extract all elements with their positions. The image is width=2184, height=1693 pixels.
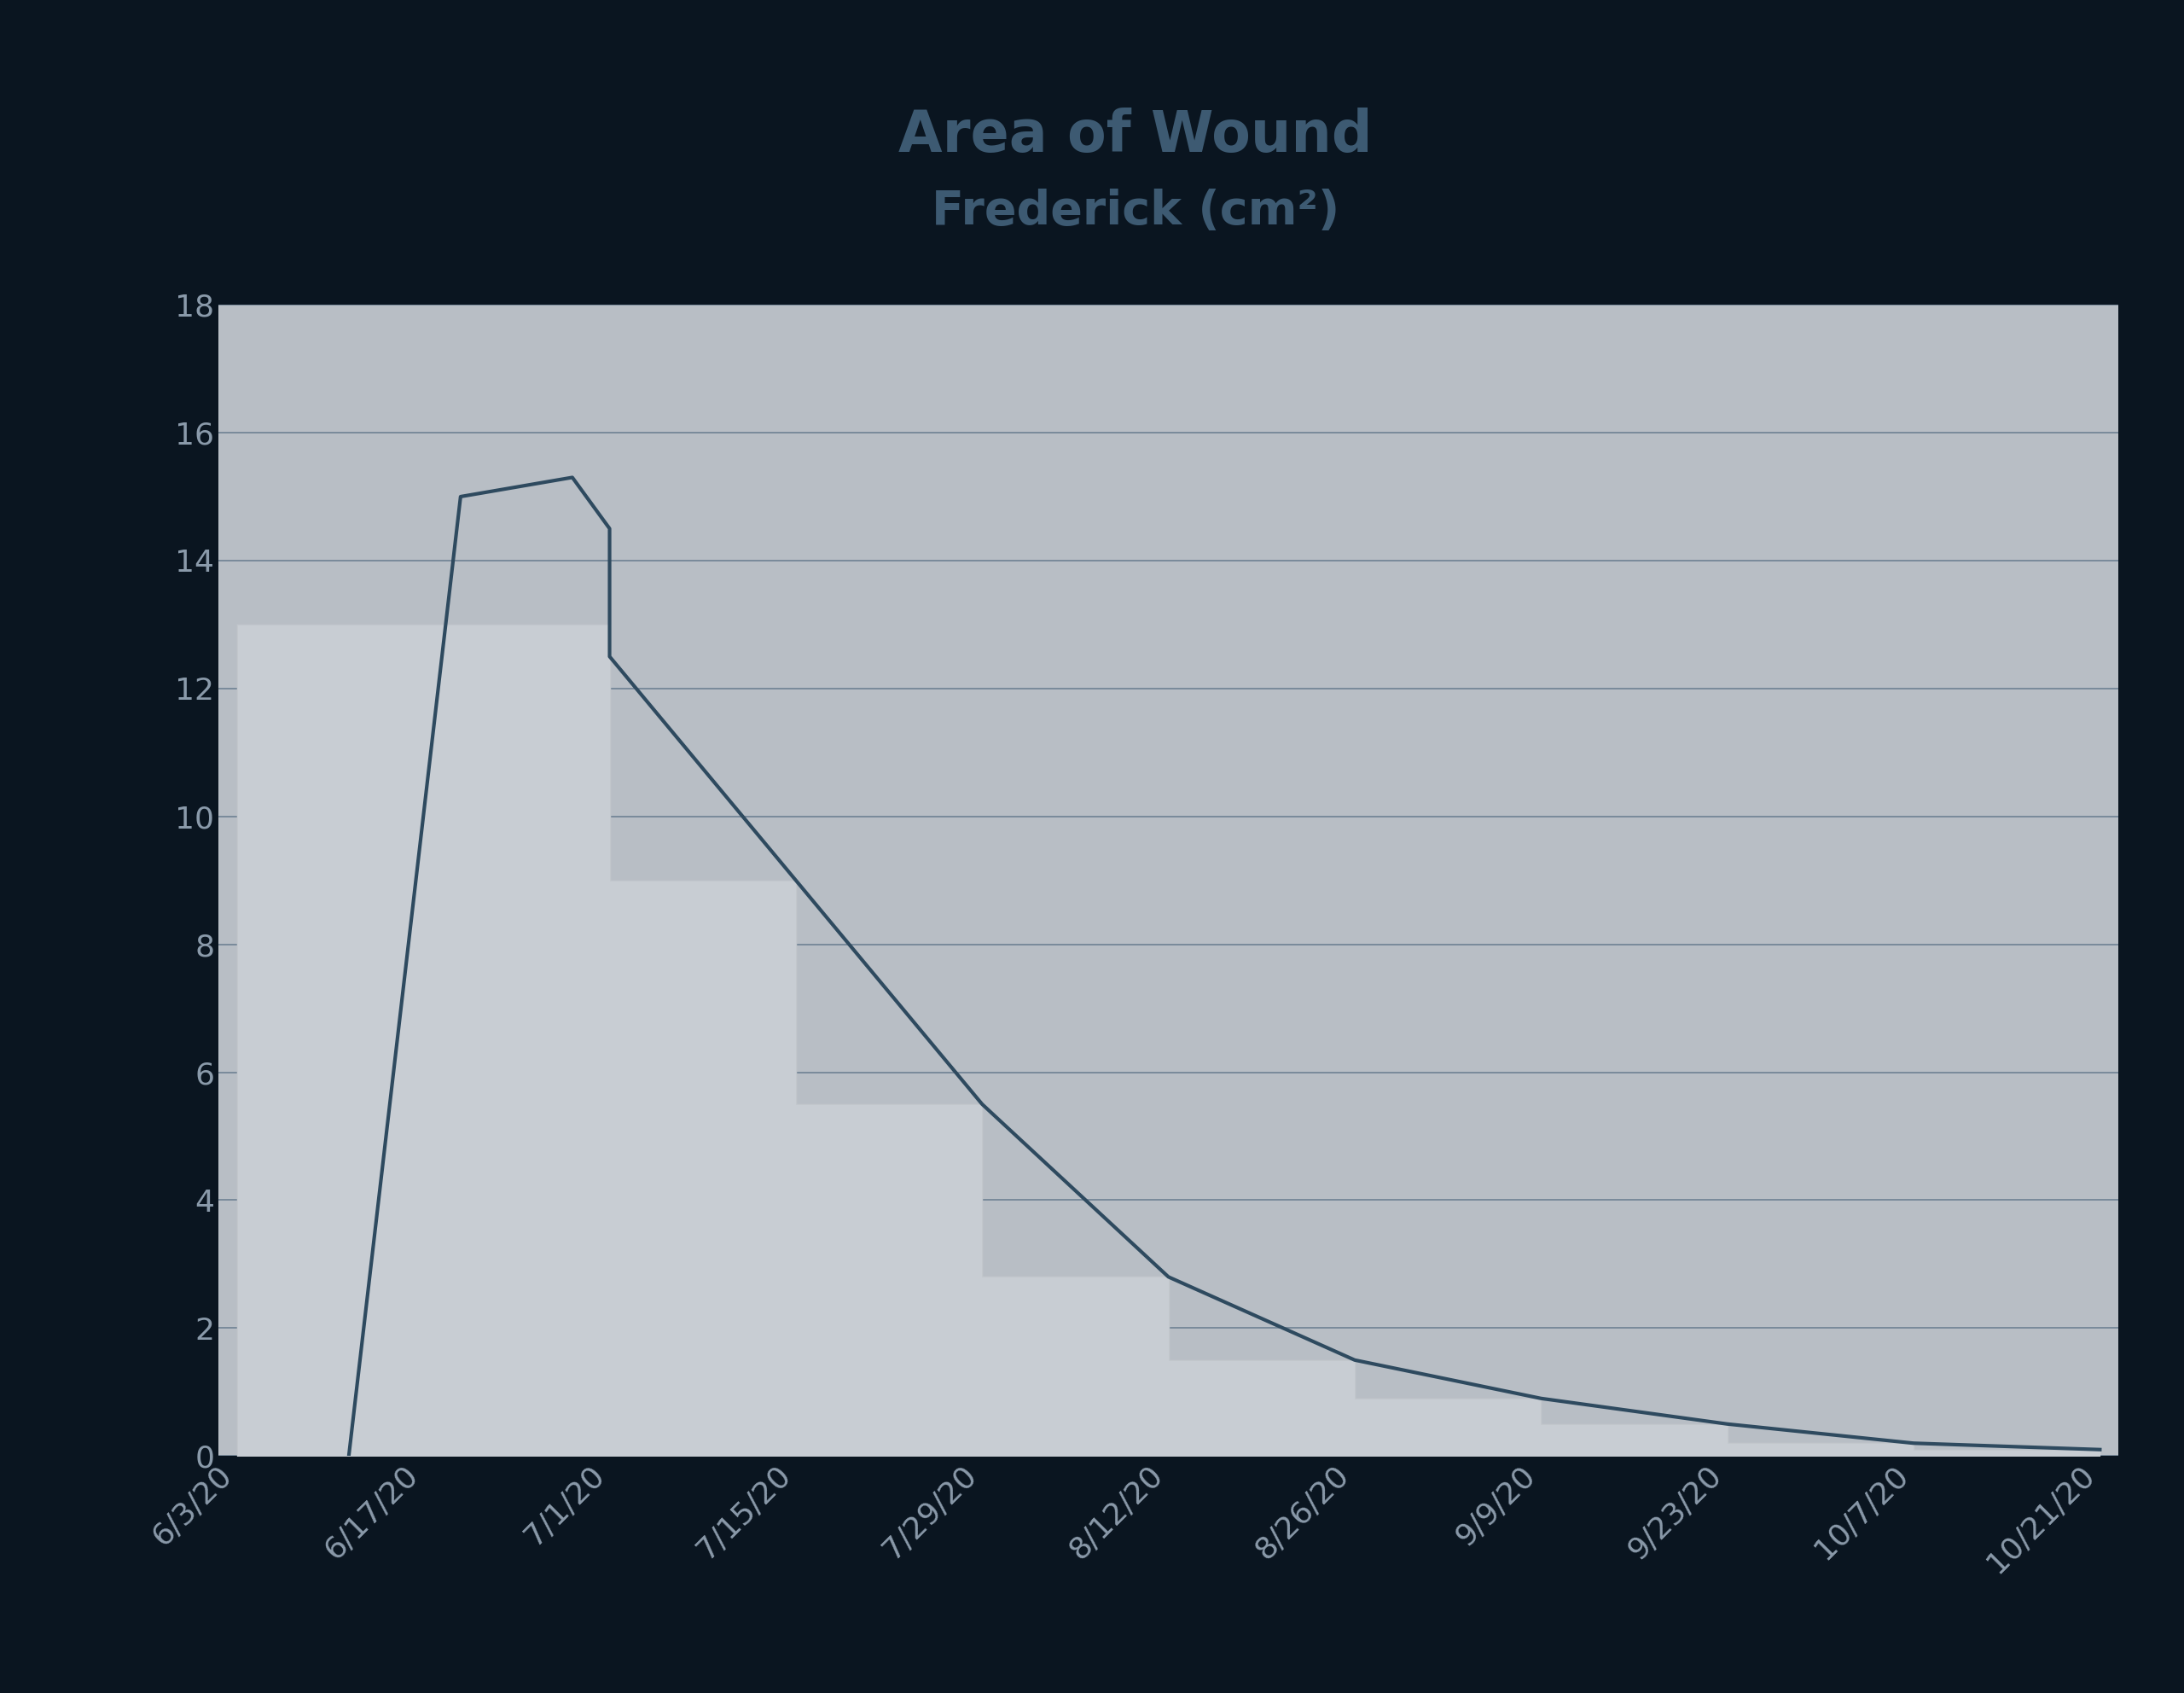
Text: Area of Wound: Area of Wound [898, 107, 1374, 164]
Text: Frederick (cm²): Frederick (cm²) [933, 188, 1339, 235]
